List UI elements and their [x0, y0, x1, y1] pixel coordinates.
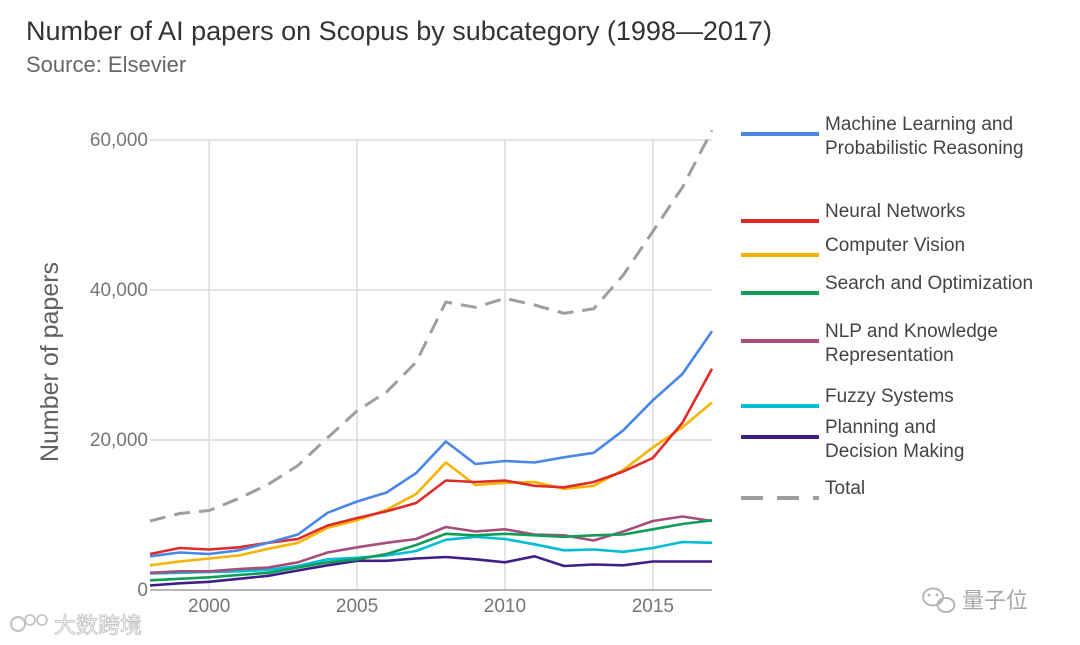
x-tick-label: 2010 — [484, 596, 526, 617]
watermark-logo-icon — [10, 614, 48, 632]
y-tick-label: 0 — [137, 580, 148, 601]
wechat-logo-icon — [922, 587, 956, 613]
legend-label: Machine Learning and Probabilistic Reason… — [825, 114, 1024, 159]
series-line-planning-and-decision-making — [149, 554, 712, 587]
x-tick-label: 2015 — [632, 596, 674, 617]
legend-item: Total — [741, 478, 865, 500]
series-line-neural-networks — [149, 368, 714, 556]
series-line-fuzzy-systems — [149, 535, 713, 575]
y-tick-label: 20,000 — [90, 430, 148, 451]
y-tick-label: 60,000 — [90, 130, 148, 151]
legend-item: Planning and Decision Making — [741, 417, 964, 462]
legend-item: NLP and Knowledge Representation — [741, 321, 998, 366]
legend: Machine Learning and Probabilistic Reason… — [741, 114, 1033, 500]
chart-subtitle: Source: Elsevier — [26, 52, 187, 77]
legend-item: Fuzzy Systems — [741, 386, 954, 408]
watermark-right-text: 量子位 — [962, 588, 1028, 613]
legend-label: Search and Optimization — [825, 273, 1033, 294]
series-line-nlp-and-knowledge-representation — [149, 515, 713, 575]
legend-item: Search and Optimization — [741, 273, 1033, 295]
legend-item: Neural Networks — [741, 201, 965, 223]
watermark-right: 量子位 — [922, 587, 1028, 613]
chart-title: Number of AI papers on Scopus by subcate… — [26, 16, 772, 46]
legend-item: Machine Learning and Probabilistic Reason… — [741, 114, 1024, 159]
x-tick-label: 2005 — [336, 596, 378, 617]
y-tick-label: 40,000 — [90, 280, 148, 301]
legend-label: Neural Networks — [825, 201, 965, 222]
series-line-machine-learning-and-probabilistic-reasoning — [149, 330, 714, 558]
x-tick-label: 2000 — [188, 596, 230, 617]
legend-label: Fuzzy Systems — [825, 386, 954, 407]
grid — [150, 139, 712, 590]
legend-label: NLP and Knowledge Representation — [825, 321, 998, 366]
series-line-total — [149, 129, 714, 523]
legend-item: Computer Vision — [741, 235, 965, 257]
legend-label: Planning and Decision Making — [825, 417, 964, 462]
series-lines — [149, 129, 714, 587]
legend-label: Computer Vision — [825, 235, 965, 256]
watermark-left-text: 大数跨境 — [54, 613, 142, 638]
legend-label: Total — [825, 478, 865, 499]
y-axis-label: Number of papers — [36, 262, 64, 462]
watermark-left: 大数跨境 — [10, 613, 142, 638]
series-line-search-and-optimization — [149, 519, 713, 582]
axes: 2000 2005 2010 2015 0 20,000 40,000 60,000 — [90, 130, 712, 617]
